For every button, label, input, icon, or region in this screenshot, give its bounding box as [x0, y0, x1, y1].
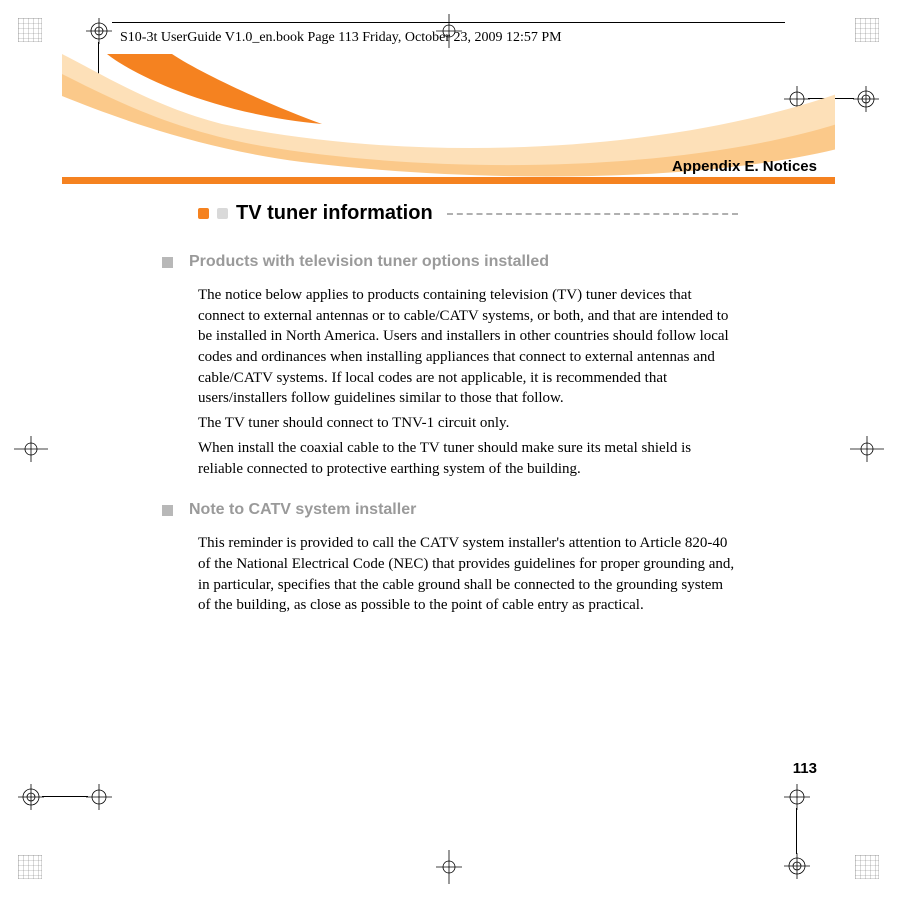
paragraph: This reminder is provided to call the CA…: [198, 533, 738, 616]
subsection-2-title: Note to CATV system installer: [189, 501, 416, 519]
square-bullet-icon: [162, 505, 173, 516]
reg-cross-left: [18, 784, 44, 810]
bullet-grey-icon: [217, 208, 228, 219]
crop-mid-right: [850, 436, 884, 462]
header-rule: [112, 22, 785, 23]
subsection-1-title: Products with television tuner options i…: [189, 253, 549, 271]
subsection-2-heading: Note to CATV system installer: [162, 501, 738, 519]
appendix-title: Appendix E. Notices: [672, 158, 817, 175]
reg-grid-tr: [855, 18, 879, 42]
reg-cross-bottom: [784, 853, 810, 879]
reg-grid-tl: [18, 18, 42, 42]
crop-line: [796, 808, 797, 854]
crop-line: [42, 796, 88, 797]
reg-cross-inner-bl: [86, 784, 112, 810]
reg-cross-top: [86, 18, 112, 44]
header-meta: S10-3t UserGuide V1.0_en.book Page 113 F…: [120, 30, 562, 46]
reg-grid-br: [855, 855, 879, 879]
content-area: TV tuner information Products with telev…: [198, 202, 738, 638]
square-bullet-icon: [162, 257, 173, 268]
section-heading: TV tuner information: [198, 202, 738, 225]
crop-mid-left: [14, 436, 48, 462]
crop-mid-bottom: [436, 850, 462, 884]
subsection-1-body: The notice below applies to products con…: [198, 285, 738, 479]
page-number: 113: [793, 760, 817, 777]
paragraph: The notice below applies to products con…: [198, 285, 738, 409]
heading-dash-rule: [447, 213, 738, 215]
paragraph: When install the coaxial cable to the TV…: [198, 438, 738, 479]
bullet-orange-icon: [198, 208, 209, 219]
reg-grid-bl: [18, 855, 42, 879]
subsection-1-heading: Products with television tuner options i…: [162, 253, 738, 271]
paragraph: The TV tuner should connect to TNV-1 cir…: [198, 413, 738, 434]
section-title: TV tuner information: [236, 202, 433, 225]
reg-cross-right: [853, 86, 879, 112]
subsection-2-body: This reminder is provided to call the CA…: [198, 533, 738, 616]
reg-cross-inner-br: [784, 784, 810, 810]
